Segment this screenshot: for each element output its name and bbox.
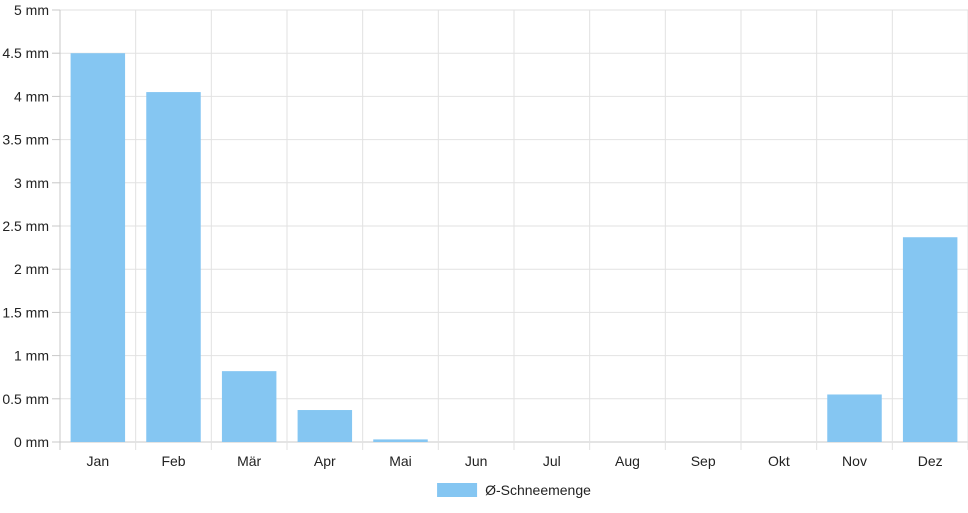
y-tick-label: 4 mm <box>14 88 49 104</box>
bar-mär[interactable] <box>221 371 277 442</box>
grid-layer <box>59 9 968 450</box>
bar-jan[interactable] <box>70 53 126 442</box>
bar-mai[interactable] <box>373 439 428 442</box>
x-tick-label: Dez <box>918 453 943 469</box>
x-tick-label: Jul <box>543 453 561 469</box>
x-tick-label: Sep <box>691 453 716 469</box>
bar-feb[interactable] <box>146 92 201 442</box>
legend[interactable]: Ø-Schneemenge <box>437 482 591 498</box>
x-tick-label: Aug <box>615 453 640 469</box>
y-tick-label: 3.5 mm <box>2 132 49 148</box>
y-tick-label: 1 mm <box>14 348 49 364</box>
y-tick-label: 2 mm <box>14 261 49 277</box>
legend-swatch <box>437 483 478 497</box>
bar-nov[interactable] <box>827 394 882 442</box>
x-tick-label: Okt <box>768 453 790 469</box>
x-tick-label: Mär <box>237 453 261 469</box>
legend-label: Ø-Schneemenge <box>485 482 591 498</box>
x-tick-label: Nov <box>842 453 867 469</box>
y-tick-label: 2.5 mm <box>2 218 49 234</box>
axis-layer: 0 mm 0.5 mm 1 mm 1.5 mm 2 mm 2.5 mm 3 mm 3.5 mm… <box>2 2 942 469</box>
y-tick-label: 0.5 mm <box>2 391 49 407</box>
bar-dez[interactable] <box>902 237 958 442</box>
y-tick-label: 5 mm <box>14 2 49 18</box>
y-tick-label: 4.5 mm <box>2 45 49 61</box>
y-tick-label: 0 mm <box>14 434 49 450</box>
x-tick-label: Apr <box>314 453 336 469</box>
x-tick-label: Feb <box>161 453 185 469</box>
y-tick-label: 1.5 mm <box>2 304 49 320</box>
y-tick-label: 3 mm <box>14 175 49 191</box>
x-tick-label: Mai <box>389 453 412 469</box>
x-tick-label: Jan <box>87 453 110 469</box>
bar-apr[interactable] <box>297 410 353 442</box>
x-tick-label: Jun <box>465 453 488 469</box>
bars-layer <box>70 53 958 442</box>
